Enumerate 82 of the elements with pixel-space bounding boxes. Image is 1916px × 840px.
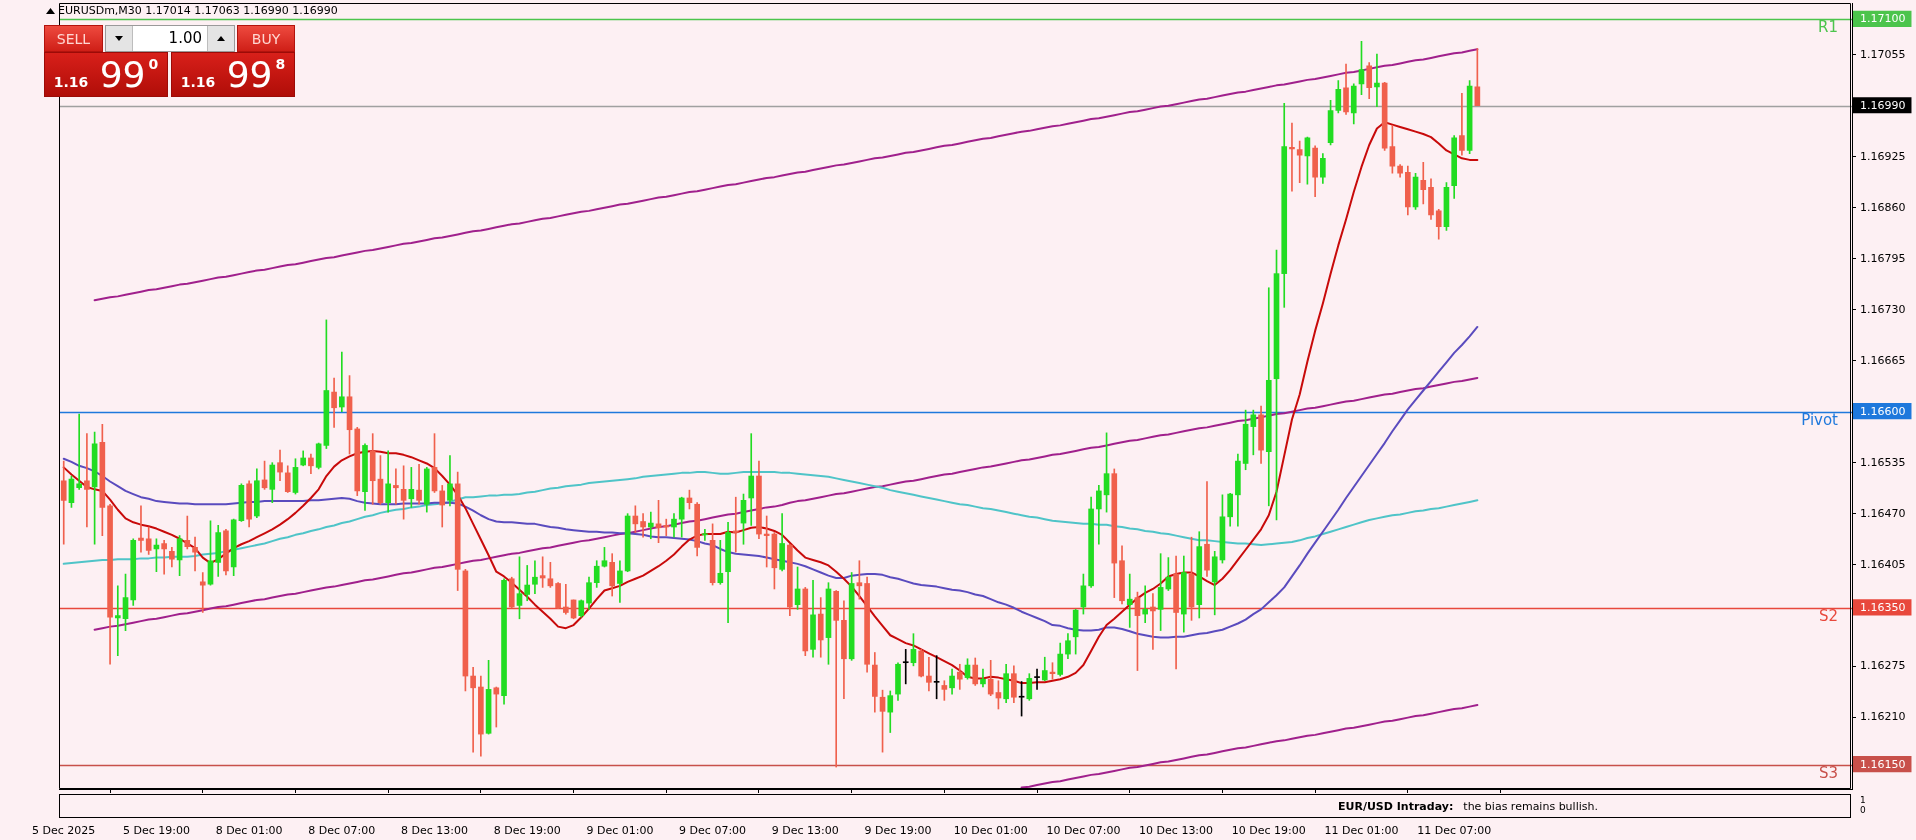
candlestick [926, 656, 932, 692]
candlestick [84, 433, 90, 528]
x-tick-label: 9 Dec 19:00 [864, 824, 932, 838]
y-tick-label: 1.16350 [1860, 600, 1906, 614]
sell-price-button: 1.16 99$^{0}$ [44, 52, 168, 97]
candlestick [833, 590, 840, 768]
candlestick [161, 540, 167, 575]
y-tick-label: 1.16860 [1860, 200, 1906, 214]
candlestick [1289, 122, 1295, 192]
candlestick [470, 667, 476, 753]
candlestick [192, 536, 198, 572]
candlestick [902, 649, 909, 685]
annotation: 1.00 [168, 29, 202, 47]
candlestick [76, 413, 82, 490]
x-tick-label: 10 Dec 07:00 [1046, 824, 1121, 838]
x-tick-label: 9 Dec 01:00 [586, 824, 654, 838]
x-tick-label: 10 Dec 01:00 [953, 824, 1028, 838]
x-tick-label: 8 Dec 01:00 [215, 824, 283, 838]
ref-line-label: Pivot [1801, 411, 1839, 430]
x-tick-label: 9 Dec 07:00 [679, 824, 747, 838]
ref-line-label: R1 [1818, 18, 1838, 37]
x-tick-label: 11 Dec 07:00 [1417, 824, 1492, 838]
y-tick-label: 1.16925 [1860, 149, 1906, 163]
candlestick [717, 540, 724, 585]
candlestick [393, 468, 399, 505]
y-tick-label: 1.16275 [1860, 659, 1906, 673]
ref-line-label: S3 [1818, 764, 1838, 783]
y-tick-label: 1.16730 [1860, 302, 1906, 316]
y-tick-label: 1.16600 [1860, 404, 1906, 418]
candlestick [1459, 92, 1465, 156]
y-tick-label: 1.16150 [1860, 757, 1906, 771]
candlestick [563, 583, 569, 615]
candlestick [184, 515, 191, 550]
x-tick-label: 5 Dec 19:00 [122, 824, 190, 838]
chart-title: EURUSDm,M30 1.17014 1.17063 1.16990 1.16990 [58, 4, 338, 17]
x-tick-label: 5 Dec 2025 [32, 824, 96, 838]
candlestick [493, 686, 500, 728]
candlestick [647, 511, 654, 540]
annotation: 1.16 99$^{8}$ [180, 54, 286, 95]
y-tick-label: 1.16470 [1860, 506, 1906, 520]
text: the bias remains bullish. [1463, 800, 1598, 813]
x-tick-label: 8 Dec 07:00 [308, 824, 376, 838]
annotation: 1.16 99$^{0}$ [53, 54, 159, 95]
candlestick [663, 518, 670, 536]
x-tick-label: 8 Dec 13:00 [401, 824, 468, 838]
candlestick [1296, 140, 1303, 183]
x-tick-label: 9 Dec 13:00 [771, 824, 839, 838]
candlestick [532, 560, 538, 595]
x-tick-label: 10 Dec 19:00 [1231, 824, 1306, 838]
y-tick-label: 1.17100 [1860, 12, 1906, 26]
x-tick-label: 10 Dec 13:00 [1139, 824, 1214, 838]
candlestick [748, 433, 755, 526]
candlestick [1150, 593, 1156, 650]
candlestick [60, 460, 67, 545]
text: 0 [1860, 805, 1866, 815]
candlestick [1420, 161, 1427, 205]
candlestick [1034, 668, 1040, 690]
y-tick-label: 1.16405 [1860, 557, 1906, 571]
x-tick-label: 11 Dec 01:00 [1324, 824, 1399, 838]
candlestick [732, 496, 739, 553]
buy-price-button: 1.16 99$^{8}$ [171, 52, 295, 97]
y-tick-label: 1.16665 [1860, 353, 1906, 367]
candlestick [138, 505, 144, 553]
candlestick [338, 351, 345, 413]
candlestick [1142, 585, 1149, 624]
text: EUR/USD Intraday: [1338, 800, 1454, 813]
lot-field: 1.00 [105, 25, 235, 52]
y-tick-label: 1.16535 [1860, 455, 1906, 469]
y-tick-label: 1.16795 [1860, 251, 1906, 265]
candlestick [114, 585, 121, 656]
y-tick-label: 1.16990 [1860, 98, 1906, 112]
sell-button: SELL [44, 25, 103, 52]
buy-button: BUY [237, 25, 295, 52]
text: 1 [1860, 795, 1866, 805]
candlestick [1374, 53, 1380, 107]
y-tick-label: 1.17055 [1860, 47, 1906, 61]
x-tick-label: 8 Dec 19:00 [493, 824, 561, 838]
candlestick [1126, 573, 1133, 628]
candlestick [640, 513, 646, 538]
y-tick-label: 1.16210 [1860, 710, 1906, 724]
candlestick [763, 515, 770, 568]
ref-line-label: S2 [1818, 607, 1838, 626]
